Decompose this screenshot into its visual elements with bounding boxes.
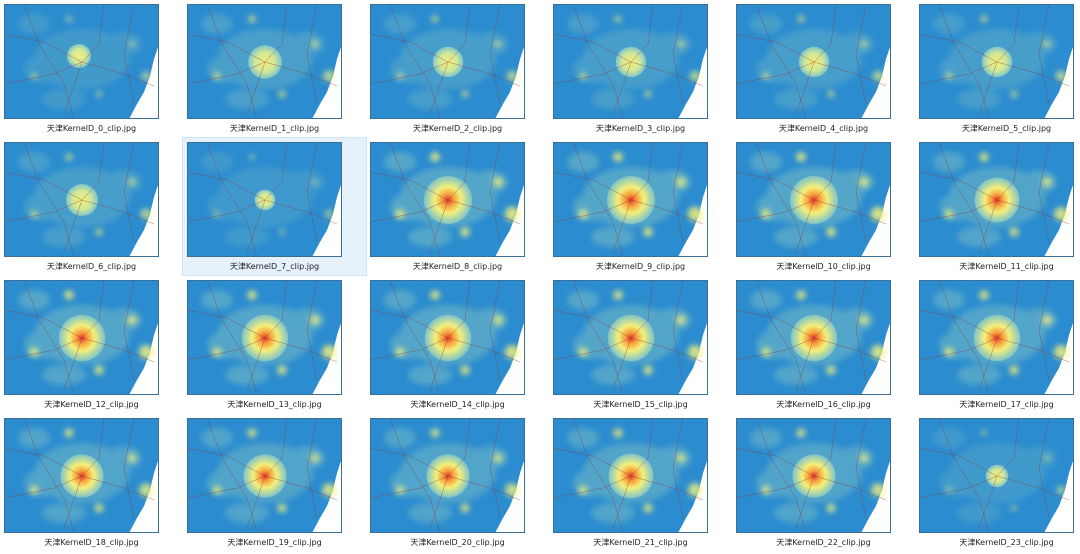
heatmap-thumbnail: [553, 280, 708, 395]
file-item[interactable]: 天津KernelD_20_clip.jpg: [366, 414, 549, 551]
file-item[interactable]: 天津KernelD_23_clip.jpg: [915, 414, 1080, 551]
file-name-label: 天津KernelD_20_clip.jpg: [410, 538, 505, 547]
heatmap-thumbnail: [370, 418, 525, 533]
file-name-label: 天津KernelD_2_clip.jpg: [412, 124, 503, 133]
heatmap-thumbnail: [919, 418, 1074, 533]
heatmap-thumbnail: [187, 418, 342, 533]
file-item[interactable]: 天津KernelD_19_clip.jpg: [183, 414, 366, 551]
file-name-label: 天津KernelD_3_clip.jpg: [595, 124, 686, 133]
file-name-label: 天津KernelD_14_clip.jpg: [410, 400, 505, 409]
file-item[interactable]: 天津KernelD_8_clip.jpg: [366, 138, 549, 275]
file-name-label: 天津KernelD_18_clip.jpg: [44, 538, 139, 547]
heatmap-thumbnail: [4, 4, 159, 119]
heatmap-thumbnail: [4, 418, 159, 533]
file-name-label: 天津KernelD_17_clip.jpg: [959, 400, 1054, 409]
heatmap-thumbnail: [919, 142, 1074, 257]
heatmap-thumbnail: [736, 4, 891, 119]
file-name-label: 天津KernelD_23_clip.jpg: [959, 538, 1054, 547]
file-item[interactable]: 天津KernelD_6_clip.jpg: [0, 138, 183, 275]
file-name-label: 天津KernelD_11_clip.jpg: [959, 262, 1054, 271]
file-name-label: 天津KernelD_12_clip.jpg: [44, 400, 139, 409]
file-item[interactable]: 天津KernelD_7_clip.jpg: [182, 137, 367, 276]
file-item[interactable]: 天津KernelD_9_clip.jpg: [549, 138, 732, 275]
file-name-label: 天津KernelD_8_clip.jpg: [412, 262, 503, 271]
file-item[interactable]: 天津KernelD_15_clip.jpg: [549, 276, 732, 413]
file-name-label: 天津KernelD_0_clip.jpg: [46, 124, 137, 133]
heatmap-thumbnail: [919, 280, 1074, 395]
file-name-label: 天津KernelD_1_clip.jpg: [229, 124, 320, 133]
file-name-label: 天津KernelD_13_clip.jpg: [227, 400, 322, 409]
file-name-label: 天津KernelD_7_clip.jpg: [229, 262, 320, 271]
file-item[interactable]: 天津KernelD_12_clip.jpg: [0, 276, 183, 413]
file-item[interactable]: 天津KernelD_14_clip.jpg: [366, 276, 549, 413]
file-item[interactable]: 天津KernelD_10_clip.jpg: [732, 138, 915, 275]
heatmap-thumbnail: [553, 418, 708, 533]
heatmap-thumbnail: [187, 280, 342, 395]
file-name-label: 天津KernelD_4_clip.jpg: [778, 124, 869, 133]
file-name-label: 天津KernelD_10_clip.jpg: [776, 262, 871, 271]
heatmap-thumbnail: [736, 142, 891, 257]
heatmap-thumbnail: [4, 280, 159, 395]
file-item[interactable]: 天津KernelD_1_clip.jpg: [183, 0, 366, 137]
file-name-label: 天津KernelD_6_clip.jpg: [46, 262, 137, 271]
file-name-label: 天津KernelD_15_clip.jpg: [593, 400, 688, 409]
heatmap-thumbnail: [736, 418, 891, 533]
file-name-label: 天津KernelD_9_clip.jpg: [595, 262, 686, 271]
heatmap-thumbnail: [4, 142, 159, 257]
file-name-label: 天津KernelD_21_clip.jpg: [593, 538, 688, 547]
file-item[interactable]: 天津KernelD_17_clip.jpg: [915, 276, 1080, 413]
heatmap-thumbnail: [553, 4, 708, 119]
heatmap-thumbnail: [370, 4, 525, 119]
file-item[interactable]: 天津KernelD_2_clip.jpg: [366, 0, 549, 137]
heatmap-thumbnail: [187, 4, 342, 119]
heatmap-thumbnail: [187, 142, 342, 257]
file-item[interactable]: 天津KernelD_5_clip.jpg: [915, 0, 1080, 137]
heatmap-thumbnail: [370, 280, 525, 395]
file-item[interactable]: 天津KernelD_0_clip.jpg: [0, 0, 183, 137]
file-item[interactable]: 天津KernelD_22_clip.jpg: [732, 414, 915, 551]
file-item[interactable]: 天津KernelD_21_clip.jpg: [549, 414, 732, 551]
file-item[interactable]: 天津KernelD_3_clip.jpg: [549, 0, 732, 137]
heatmap-thumbnail: [370, 142, 525, 257]
file-item[interactable]: 天津KernelD_4_clip.jpg: [732, 0, 915, 137]
file-name-label: 天津KernelD_5_clip.jpg: [961, 124, 1052, 133]
heatmap-thumbnail: [736, 280, 891, 395]
file-item[interactable]: 天津KernelD_11_clip.jpg: [915, 138, 1080, 275]
file-item[interactable]: 天津KernelD_13_clip.jpg: [183, 276, 366, 413]
file-item[interactable]: 天津KernelD_16_clip.jpg: [732, 276, 915, 413]
heatmap-thumbnail: [919, 4, 1074, 119]
file-item[interactable]: 天津KernelD_18_clip.jpg: [0, 414, 183, 551]
heatmap-thumbnail: [553, 142, 708, 257]
file-name-label: 天津KernelD_22_clip.jpg: [776, 538, 871, 547]
file-name-label: 天津KernelD_19_clip.jpg: [227, 538, 322, 547]
file-name-label: 天津KernelD_16_clip.jpg: [776, 400, 871, 409]
